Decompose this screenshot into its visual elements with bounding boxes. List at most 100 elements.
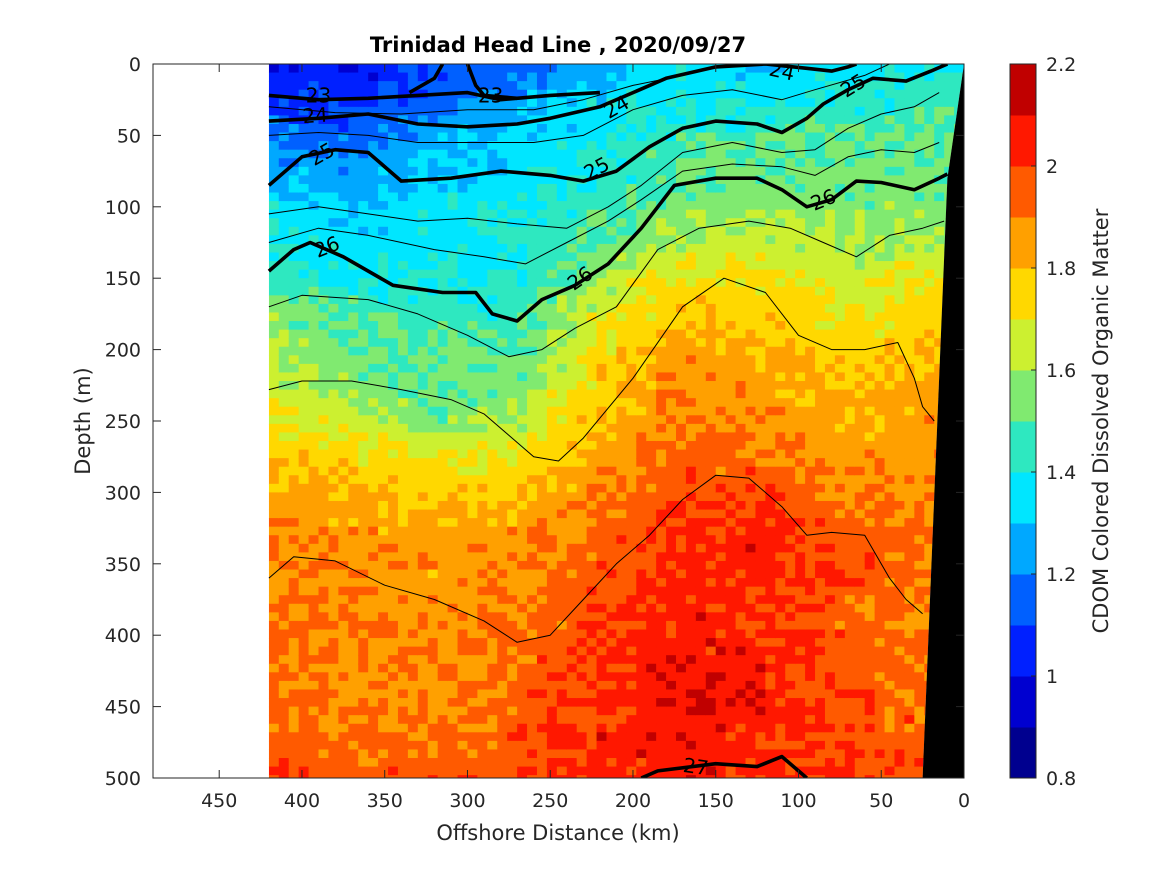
heatmap-cell <box>298 235 310 245</box>
heatmap-cell <box>536 398 548 408</box>
heatmap-cell <box>298 132 310 142</box>
heatmap-cell <box>298 432 310 442</box>
heatmap-cell <box>556 586 568 596</box>
heatmap-cell <box>735 552 747 562</box>
heatmap-cell <box>338 346 349 356</box>
heatmap-cell <box>447 269 459 279</box>
heatmap-cell <box>298 218 310 228</box>
heatmap-cell <box>666 432 677 442</box>
heatmap-cell <box>646 646 657 656</box>
heatmap-cell <box>695 732 707 742</box>
heatmap-cell <box>745 252 757 262</box>
heatmap-cell <box>507 209 518 219</box>
heatmap-cell <box>358 226 369 236</box>
heatmap-cell <box>427 423 439 434</box>
heatmap-cell <box>397 723 409 733</box>
heatmap-cell <box>834 698 846 708</box>
heatmap-cell <box>844 732 856 742</box>
heatmap-cell <box>388 89 399 99</box>
heatmap-cell <box>805 141 816 151</box>
heatmap-cell <box>368 286 379 296</box>
heatmap-cell <box>586 381 598 391</box>
heatmap-cell <box>546 132 558 142</box>
heatmap-cell <box>457 363 469 374</box>
heatmap-cell <box>447 98 459 108</box>
heatmap-cell <box>656 672 667 682</box>
heatmap-cell <box>517 535 528 545</box>
heatmap-cell <box>656 269 667 279</box>
heatmap-cell <box>765 603 776 613</box>
heatmap-cell <box>606 329 618 339</box>
heatmap-cell <box>656 261 667 271</box>
heatmap-cell <box>437 775 449 778</box>
heatmap-cell <box>636 492 647 502</box>
heatmap-cell <box>636 655 647 665</box>
heatmap-cell <box>328 775 339 778</box>
heatmap-cell <box>397 149 409 159</box>
heatmap-cell <box>467 569 478 579</box>
heatmap-cell <box>388 740 399 751</box>
heatmap-cell <box>457 183 469 194</box>
heatmap-cell <box>566 689 578 699</box>
heatmap-cell <box>447 201 459 211</box>
heatmap-cell <box>397 560 409 571</box>
heatmap-cell <box>407 209 419 219</box>
heatmap-cell <box>348 766 359 776</box>
heatmap-cell <box>477 183 488 194</box>
heatmap-cell <box>566 749 578 759</box>
heatmap-cell <box>596 466 608 476</box>
heatmap-cell <box>388 560 399 571</box>
heatmap-cell <box>606 560 618 571</box>
heatmap-cell <box>467 500 478 511</box>
heatmap-cell <box>457 209 469 219</box>
heatmap-cell <box>556 509 568 519</box>
heatmap-cell <box>824 338 836 348</box>
heatmap-cell <box>507 560 518 571</box>
heatmap-cell <box>606 638 618 648</box>
heatmap-cell <box>427 706 439 716</box>
heatmap-cell <box>308 732 320 742</box>
heatmap-cell <box>695 723 707 733</box>
heatmap-cell <box>556 132 568 142</box>
heatmap-cell <box>527 72 538 82</box>
heatmap-cell <box>775 449 786 459</box>
heatmap-cell <box>666 620 677 631</box>
heatmap-cell <box>368 303 379 314</box>
heatmap-cell <box>338 432 349 442</box>
heatmap-cell <box>556 698 568 708</box>
heatmap-cell <box>427 518 439 528</box>
heatmap-cell <box>358 115 369 125</box>
heatmap-cell <box>626 406 637 416</box>
heatmap-cell <box>715 552 727 562</box>
heatmap-cell <box>556 672 568 682</box>
heatmap-cell <box>378 286 389 296</box>
heatmap-cell <box>338 612 349 622</box>
heatmap-cell <box>407 466 419 476</box>
heatmap-cell <box>606 235 618 245</box>
heatmap-cell <box>795 578 806 588</box>
heatmap-cell <box>775 749 786 759</box>
heatmap-cell <box>805 381 816 391</box>
heatmap-cell <box>745 329 757 339</box>
heatmap-cell <box>556 64 568 74</box>
heatmap-cell <box>536 183 548 194</box>
heatmap-cell <box>338 381 349 391</box>
heatmap-cell <box>566 706 578 716</box>
heatmap-cell <box>447 398 459 408</box>
heatmap-cell <box>765 355 776 365</box>
heatmap-cell <box>467 218 478 228</box>
heatmap-cell <box>725 475 737 485</box>
heatmap-cell <box>795 560 806 571</box>
heatmap-cell <box>278 398 290 408</box>
heatmap-cell <box>417 226 429 236</box>
heatmap-cell <box>447 440 459 451</box>
heatmap-cell <box>705 381 717 391</box>
heatmap-cell <box>487 766 498 776</box>
heatmap-cell <box>755 338 766 348</box>
heatmap-cell <box>427 261 439 271</box>
heatmap-cell <box>397 629 409 639</box>
heatmap-cell <box>546 518 558 528</box>
heatmap-cell <box>427 475 439 485</box>
heatmap-cell <box>745 509 757 519</box>
heatmap-cell <box>427 740 439 751</box>
